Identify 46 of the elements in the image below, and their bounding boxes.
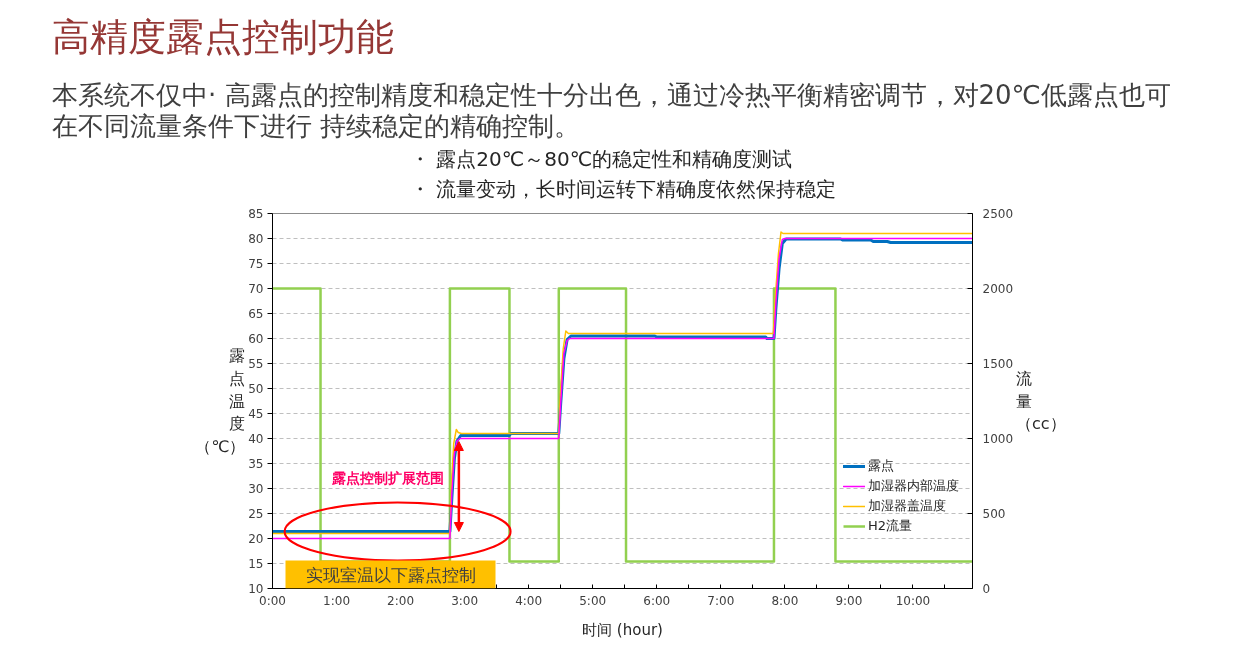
text: ・ 露点20℃～80℃的稳定性和精确度测试 <box>410 146 793 173</box>
x-axis-title: 时间 (hour) <box>582 620 663 639</box>
y-tick-label: 85 <box>248 207 264 221</box>
y-tick-label: 65 <box>248 307 264 321</box>
y2-tick-label: 1500 <box>982 357 1014 371</box>
y-axis-title: 露点温度（℃） <box>195 345 246 457</box>
x-tick-label: 4:00 <box>515 593 543 608</box>
y2-tick-label: 2500 <box>982 207 1014 221</box>
y-tick-label: 50 <box>248 382 264 396</box>
y2-tick-label: 2000 <box>982 282 1014 296</box>
y2-tick-label: 500 <box>982 507 1006 521</box>
y-tick-label: 40 <box>248 432 264 446</box>
y-tick-label: 55 <box>248 357 264 371</box>
y2-tick-label: 1000 <box>982 432 1014 446</box>
y-tick-label: 60 <box>248 332 264 346</box>
y-tick-label: 25 <box>248 507 264 521</box>
annotation: 实现室温以下露点控制 <box>305 564 476 585</box>
y-tick-label: 45 <box>248 407 264 421</box>
chart-title: 高精度露点控制功能 <box>52 14 394 60</box>
y-tick-label: 20 <box>248 532 264 546</box>
chart-subtitle: 本系统不仅中· 高露点的控制精度和稳定性十分出色，通过冷热平衡精密调节，对20℃低露点也可在不同流量条件下进行 持续稳定的精确控制。 <box>52 80 1172 142</box>
x-tick-label: 2:00 <box>387 593 415 608</box>
annotation: 露点控制扩展范围 <box>330 469 444 486</box>
x-tick-label: 9:00 <box>835 593 863 608</box>
y2-tick-label: 0 <box>982 582 991 596</box>
y-tick-label: 70 <box>248 282 264 296</box>
legend-label: H2流量 <box>868 517 913 535</box>
x-tick-label: 5:00 <box>579 593 607 608</box>
y-tick-label: 75 <box>248 257 264 271</box>
y-tick-label: 80 <box>248 232 264 246</box>
y-tick-label: 35 <box>248 457 264 471</box>
y-tick-label: 10 <box>248 582 264 596</box>
x-tick-label: 10:00 <box>895 593 931 608</box>
text: ・ 流量变动，长时间运转下精确度依然保持稳定 <box>410 176 837 203</box>
x-tick-label: 1:00 <box>323 593 351 608</box>
x-tick-label: 6:00 <box>643 593 671 608</box>
x-tick-label: 8:00 <box>771 593 799 608</box>
y-tick-label: 30 <box>248 482 264 496</box>
y2-axis-title: 流量（cc） <box>1016 368 1066 434</box>
y-tick-label: 15 <box>248 557 264 571</box>
legend-label: 露点 <box>868 457 894 475</box>
legend-label: 加湿器内部温度 <box>868 477 959 495</box>
legend-label: 加湿器盖温度 <box>868 497 946 515</box>
x-tick-label: 7:00 <box>707 593 735 608</box>
x-tick-label: 0:00 <box>259 593 286 608</box>
x-tick-label: 3:00 <box>451 593 479 608</box>
